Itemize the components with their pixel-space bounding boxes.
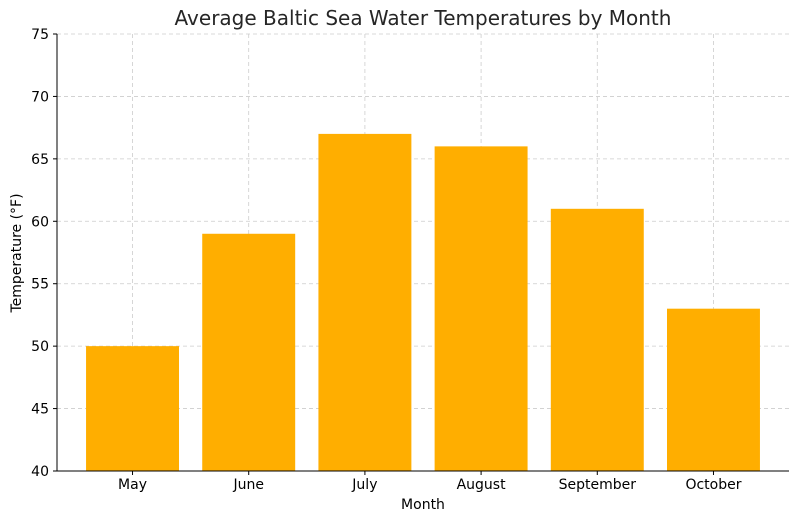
bar-august: [434, 146, 528, 471]
x-tick-label: July: [351, 477, 377, 493]
y-tick-label: 40: [31, 464, 49, 480]
chart-title: Average Baltic Sea Water Temperatures by…: [175, 6, 672, 30]
y-tick-label: 50: [31, 339, 49, 355]
x-axis-label: Month: [401, 497, 445, 513]
x-tick-label: October: [685, 477, 741, 493]
y-tick-label: 60: [31, 214, 49, 230]
bars: [86, 133, 760, 472]
x-tick-label: June: [232, 477, 264, 493]
y-tick-label: 70: [31, 89, 49, 105]
x-tick-label: August: [457, 477, 507, 493]
y-tick-label: 75: [31, 27, 49, 43]
y-tick-label: 55: [31, 277, 49, 293]
axes: 40 45 50 55 60 65 70 75 May June July August Septemb…: [31, 27, 789, 493]
y-axis-label: Temperature (°F): [9, 193, 25, 313]
y-tick-label: 45: [31, 402, 49, 418]
bar-june: [202, 233, 296, 471]
bar-may: [86, 346, 179, 471]
y-tick-label: 65: [31, 152, 49, 168]
bar-july: [318, 133, 412, 471]
x-tick-label: September: [559, 477, 637, 493]
x-tick-label: May: [118, 477, 147, 493]
bar-september: [550, 208, 644, 472]
bar-october: [667, 308, 760, 471]
